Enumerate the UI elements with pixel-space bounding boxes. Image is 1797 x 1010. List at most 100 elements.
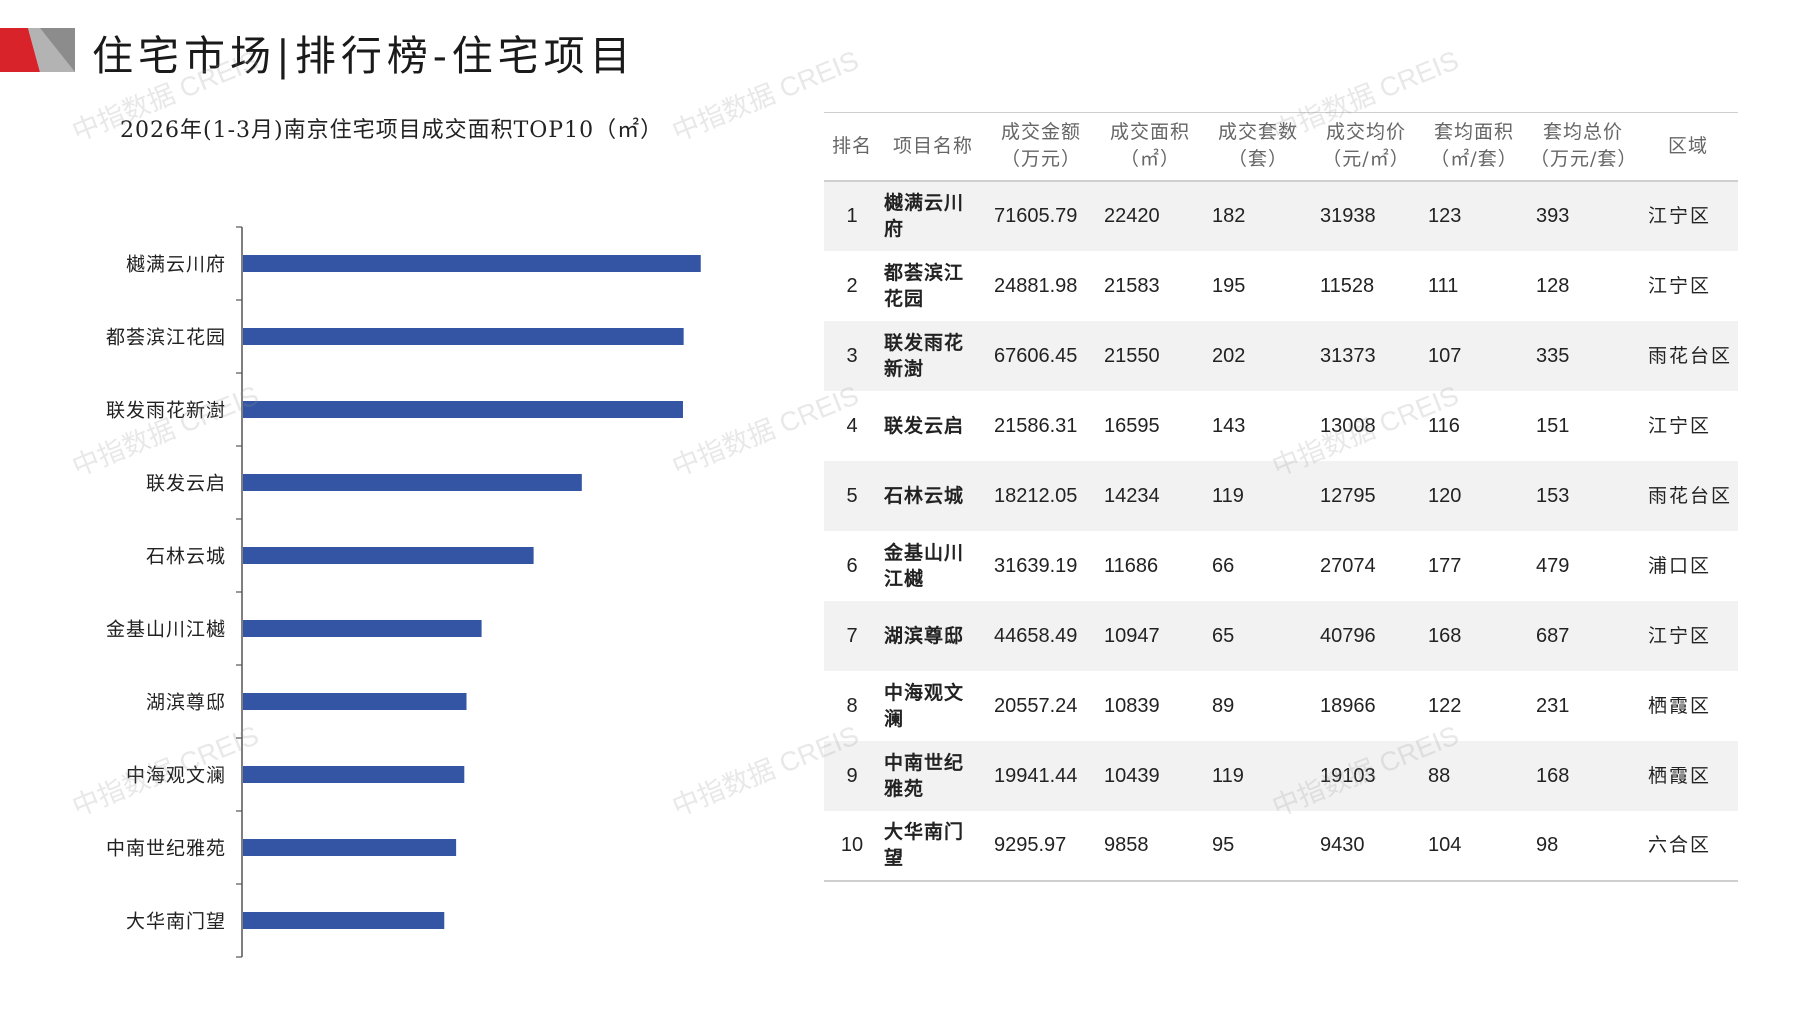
table-cell: 19941.44 [994, 764, 1078, 787]
table-cell: 202 [1212, 344, 1246, 367]
table-cell: 123 [1428, 205, 1462, 227]
table-cell: 104 [1428, 834, 1462, 856]
bar [243, 912, 445, 929]
table-cell: 71605.79 [994, 205, 1078, 227]
table-cell: 1 [846, 205, 858, 227]
table-row: 1 樾满云川府 71605.79 22420 182 31938 123 393 江宁区 [824, 180, 1738, 251]
table-cell: 10839 [1104, 694, 1160, 717]
table-row: 5 石林云城 18212.05 14234 119 12795 120 153 雨花台区 [824, 460, 1738, 531]
table-cell: 21550 [1104, 344, 1160, 367]
table-cell: 119 [1212, 764, 1244, 787]
bar [243, 693, 467, 710]
table-cell: 江宁区 [1648, 414, 1712, 437]
table-cell: 12795 [1320, 484, 1376, 507]
table-cell: 177 [1428, 554, 1462, 577]
table-cell: 168 [1428, 624, 1462, 647]
table-cell: 3 [846, 344, 858, 367]
table-cell: 67606.45 [994, 344, 1078, 367]
category-label: 都荟滨江花园 [106, 327, 226, 349]
category-label: 樾满云川府 [126, 254, 226, 276]
table-cell: 19103 [1320, 764, 1376, 787]
table-cell: 石林云城 [884, 484, 965, 507]
table-cell: 雨花台区 [1648, 484, 1733, 507]
table-cell: 98 [1536, 834, 1559, 856]
table-cell: 10 [840, 834, 864, 856]
bar [243, 766, 465, 783]
table-cell: 联发云启 [884, 414, 965, 437]
bar [243, 255, 701, 272]
table-cell: 153 [1536, 484, 1570, 507]
table-header: 排名 项目名称 成交金额（万元） 成交面积（㎡） 成交套数（套） 成交均价（元/㎡） 套均面… [824, 112, 1738, 182]
table-row: 2 都荟滨江花园 24881.98 21583 195 11528 111 128 江宁区 [824, 251, 1738, 321]
table-header-cell: 套均总价（万元/套） [1528, 112, 1638, 182]
table-header-cell: 套均面积（㎡/套） [1420, 112, 1528, 182]
table-cell: 18966 [1320, 694, 1376, 717]
bar-chart: 樾满云川府都荟滨江花园联发雨花新澍联发云启石林云城金基山川江樾湖滨尊邸中海观文澜… [106, 226, 701, 958]
table-row: 4 联发云启 21586.31 16595 143 13008 116 151 江宁区 [824, 391, 1738, 461]
table-cell: 9858 [1104, 834, 1149, 856]
table-cell: 9 [846, 764, 858, 787]
category-label: 联发云启 [146, 473, 226, 495]
table-cell: 111 [1428, 274, 1459, 297]
table-row: 9 中南世纪雅苑 19941.44 10439 119 19103 88 168 栖霞区 [824, 740, 1738, 811]
table-cell: 11528 [1320, 274, 1375, 297]
table-cell: 21583 [1104, 274, 1160, 297]
table-cell: 182 [1212, 205, 1246, 227]
table-cell: 231 [1536, 694, 1570, 717]
ranking-table-container: 排名 项目名称 成交金额（万元） 成交面积（㎡） 成交套数（套） 成交均价（元/㎡） 套均面… [824, 112, 1738, 882]
table-cell: 107 [1428, 344, 1462, 367]
table-cell: 335 [1536, 344, 1570, 367]
category-label: 大华南门望 [126, 911, 226, 933]
category-label: 湖滨尊邸 [146, 692, 226, 714]
table-header-cell: 成交套数（套） [1204, 112, 1312, 182]
category-label: 联发雨花新澍 [106, 400, 226, 422]
brand-logo [0, 28, 75, 72]
table-cell: 128 [1536, 274, 1570, 297]
bar [243, 328, 684, 345]
ranking-table: 排名 项目名称 成交金额（万元） 成交面积（㎡） 成交套数（套） 成交均价（元/㎡） 套均面… [824, 112, 1738, 882]
table-cell: 8 [846, 694, 858, 717]
table-cell: 21586.31 [994, 414, 1078, 437]
table-cell: 浦口区 [1648, 554, 1712, 577]
table-cell: 65 [1212, 624, 1235, 647]
table-cell: 10947 [1104, 624, 1160, 647]
bar [243, 839, 457, 856]
table-row: 8 中海观文澜 20557.24 10839 89 18966 122 231 栖霞区 [824, 671, 1738, 741]
table-cell: 金基山川江樾 [884, 541, 965, 590]
table-cell: 16595 [1104, 414, 1160, 437]
table-cell: 江宁区 [1648, 205, 1712, 227]
table-cell: 122 [1428, 694, 1462, 717]
table-cell: 151 [1536, 414, 1570, 437]
table-cell: 2 [846, 274, 858, 297]
table-header-cell: 排名 [824, 112, 880, 182]
page-title: 住宅市场|排行榜-住宅项目 [92, 32, 636, 80]
table-cell: 119 [1212, 484, 1244, 507]
table-row: 7 湖滨尊邸 44658.49 10947 65 40796 168 687 江宁区 [824, 600, 1738, 671]
table-cell: 27074 [1320, 554, 1376, 577]
table-cell: 都荟滨江花园 [884, 261, 965, 310]
category-label: 石林云城 [146, 546, 226, 568]
table-cell: 116 [1428, 414, 1460, 437]
table-header-cell: 区域 [1638, 112, 1738, 182]
table-cell: 雨花台区 [1648, 344, 1733, 367]
table-cell: 大华南门望 [884, 821, 965, 869]
table-cell: 中海观文澜 [884, 681, 965, 730]
table-cell: 13008 [1320, 414, 1376, 437]
table-cell: 687 [1536, 624, 1570, 647]
table-cell: 联发雨花新澍 [884, 331, 965, 380]
table-cell: 14234 [1104, 484, 1160, 507]
table-cell: 168 [1536, 764, 1570, 787]
table-cell: 9430 [1320, 834, 1365, 856]
category-label: 金基山川江樾 [106, 619, 226, 641]
table-cell: 24881.98 [994, 274, 1078, 297]
table-cell: 195 [1212, 274, 1246, 297]
bar [243, 401, 683, 418]
table-cell: 120 [1428, 484, 1462, 507]
table-cell: 89 [1212, 694, 1235, 717]
table-cell: 88 [1428, 764, 1451, 787]
table-cell: 393 [1536, 205, 1570, 227]
table-row: 6 金基山川江樾 31639.19 11686 66 27074 177 479 浦口区 [824, 531, 1738, 601]
table-cell: 栖霞区 [1648, 694, 1712, 717]
table-row: 3 联发雨花新澍 67606.45 21550 202 31373 107 335 雨花台区 [824, 320, 1738, 391]
table-row: 10 大华南门望 9295.97 9858 95 9430 104 98 六合区 [824, 811, 1738, 881]
